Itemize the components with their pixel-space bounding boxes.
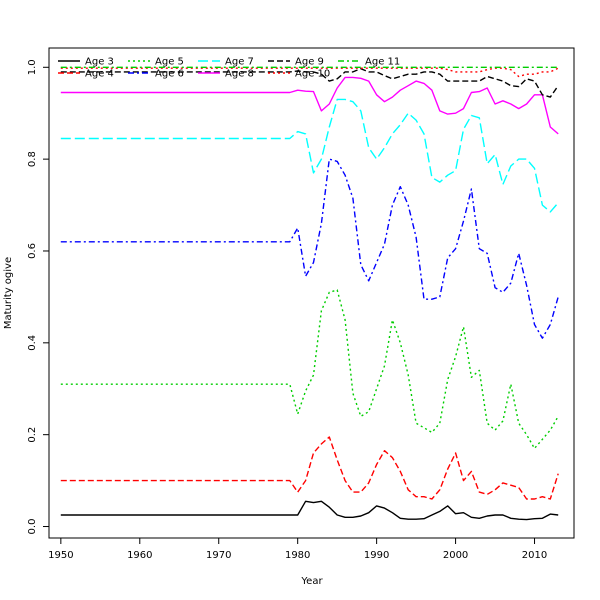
plot-frame bbox=[48, 47, 575, 539]
y-tick-label: 1.0 bbox=[27, 59, 38, 75]
x-tick-label: 1960 bbox=[127, 550, 152, 561]
y-axis: 0.0 0.2 0.4 0.6 0.8 1.0 bbox=[27, 59, 49, 534]
y-tick-label: 0.4 bbox=[27, 335, 38, 351]
legend-item: Age 7 bbox=[198, 57, 254, 68]
legend-item: Age 5 bbox=[128, 57, 184, 68]
x-tick-label: 1990 bbox=[364, 550, 389, 561]
series-line-age-8 bbox=[60, 76, 559, 135]
y-tick-label: 0.8 bbox=[27, 151, 38, 167]
y-tick-label: 0.6 bbox=[27, 243, 38, 259]
series-layer bbox=[60, 66, 559, 521]
y-axis-title: Maturity ogive bbox=[3, 257, 14, 329]
legend-label: Age 4 bbox=[85, 69, 114, 80]
y-tick-label: 0.2 bbox=[27, 427, 38, 443]
legend-item: Age 6 bbox=[128, 69, 184, 80]
legend-label: Age 8 bbox=[225, 69, 254, 80]
legend-item: Age 3 bbox=[58, 57, 114, 68]
legend-label: Age 7 bbox=[225, 57, 254, 68]
series-line-age-3 bbox=[60, 500, 559, 521]
legend-label: Age 5 bbox=[155, 57, 184, 68]
legend-item: Age 4 bbox=[58, 69, 114, 80]
series-line-age-5 bbox=[60, 289, 559, 450]
series-line-age-10 bbox=[60, 67, 559, 78]
legend-item: Age 9 bbox=[268, 57, 324, 68]
x-tick-label: 1950 bbox=[48, 550, 73, 561]
x-tick-label: 1980 bbox=[285, 550, 310, 561]
legend-label: Age 11 bbox=[365, 57, 400, 68]
x-tick-label: 2010 bbox=[522, 550, 547, 561]
legend-label: Age 6 bbox=[155, 69, 184, 80]
y-tick-label: 0.0 bbox=[27, 519, 38, 535]
legend-label: Age 3 bbox=[85, 57, 114, 68]
legend-label: Age 10 bbox=[295, 69, 330, 80]
legend-item: Age 10 bbox=[268, 69, 330, 80]
legend-item: Age 11 bbox=[338, 57, 400, 68]
series-line-age-9 bbox=[60, 67, 559, 98]
series-line-age-4 bbox=[60, 436, 559, 500]
x-axis-title: Year bbox=[300, 576, 323, 587]
x-tick-label: 2000 bbox=[443, 550, 468, 561]
series-line-age-6 bbox=[60, 158, 559, 339]
series-line-age-7 bbox=[60, 98, 559, 213]
legend: Age 3 Age 5 Age 7 Age 9 Age 11 Age 4 Age 6 Age … bbox=[58, 57, 400, 80]
x-tick-label: 1970 bbox=[206, 550, 231, 561]
x-axis: 1950 1960 1970 1980 1990 2000 2010 bbox=[48, 538, 547, 561]
legend-item: Age 8 bbox=[198, 69, 254, 80]
legend-label: Age 9 bbox=[295, 57, 324, 68]
